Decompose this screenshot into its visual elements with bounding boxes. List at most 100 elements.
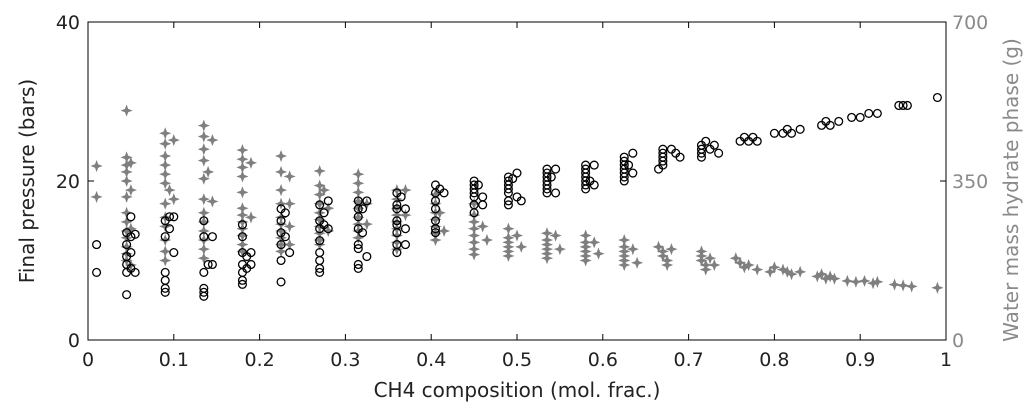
pressure-point xyxy=(130,229,140,239)
pressure-point xyxy=(315,263,325,274)
pressure-point xyxy=(160,232,170,242)
water-mass-point xyxy=(317,184,331,197)
water-mass-point xyxy=(931,281,944,294)
y2-tick-label: 350 xyxy=(952,171,988,193)
water-mass-point xyxy=(274,165,288,178)
final-pressure-series xyxy=(92,92,942,301)
pressure-point xyxy=(160,283,170,293)
pressure-point xyxy=(696,148,707,158)
pressure-point xyxy=(503,184,513,194)
water-mass-point xyxy=(742,258,755,272)
water-mass-point xyxy=(244,156,258,169)
pressure-point xyxy=(392,228,402,238)
water-mass-point xyxy=(120,190,133,203)
plot-area xyxy=(87,21,947,341)
pressure-point xyxy=(932,92,942,103)
water-mass-point xyxy=(159,177,172,190)
water-mass-point xyxy=(236,170,249,183)
water-mass-point xyxy=(244,211,258,224)
pressure-point xyxy=(392,204,402,214)
pressure-point xyxy=(207,232,217,242)
pressure-point xyxy=(855,112,865,122)
pressure-point xyxy=(623,160,634,170)
pressure-point xyxy=(280,232,290,242)
water-mass-point xyxy=(480,234,494,247)
water-mass-point xyxy=(618,258,631,272)
water-mass-point xyxy=(661,258,674,272)
pressure-point xyxy=(847,112,857,122)
water-mass-point xyxy=(274,197,288,210)
water-mass-point xyxy=(159,254,172,267)
x-tick-label: 0.5 xyxy=(502,349,532,371)
pressure-point xyxy=(589,160,599,170)
water-mass-point xyxy=(283,197,296,210)
water-mass-point xyxy=(656,249,669,263)
water-mass-point xyxy=(167,193,180,206)
water-mass-point xyxy=(197,143,210,156)
pressure-point xyxy=(130,267,140,277)
pressure-point xyxy=(542,188,552,198)
pressure-point xyxy=(164,224,175,234)
water-mass-point xyxy=(502,249,515,263)
water-mass-point xyxy=(202,165,215,178)
water-mass-point xyxy=(313,164,326,178)
pressure-point xyxy=(362,251,372,262)
pressure-point xyxy=(542,184,552,194)
pressure-point xyxy=(473,180,483,190)
pressure-point xyxy=(825,120,835,130)
pressure-point xyxy=(199,267,209,277)
x-axis-title: CH4 composition (mol. frac.) xyxy=(374,378,661,402)
pressure-point xyxy=(546,172,556,182)
pressure-point xyxy=(795,124,805,134)
y2-tick-label: 0 xyxy=(952,330,964,352)
pressure-point xyxy=(276,255,286,266)
pressure-point xyxy=(246,248,256,258)
pressure-point xyxy=(126,248,136,258)
pressure-point xyxy=(280,208,290,218)
pressure-point xyxy=(237,220,247,230)
pressure-point xyxy=(353,212,363,222)
pressure-point xyxy=(589,180,599,190)
pressure-point xyxy=(315,200,325,210)
pressure-point xyxy=(276,216,286,226)
pressure-point xyxy=(392,200,402,210)
pressure-point xyxy=(430,228,441,238)
pressure-point xyxy=(787,128,797,138)
pressure-point xyxy=(199,232,209,242)
y-axis-right-title: Water mass hydrate phase (g) xyxy=(999,38,1023,342)
water-mass-point xyxy=(120,104,133,117)
water-mass-point xyxy=(399,184,412,197)
x-tick-label: 0.4 xyxy=(416,349,446,371)
x-tick-label: 0.2 xyxy=(244,349,274,371)
water-mass-point xyxy=(871,275,884,288)
pressure-point xyxy=(169,248,179,258)
pressure-point xyxy=(92,240,102,250)
y-axis-left-ticks: 0 20 40 xyxy=(56,12,94,352)
pressure-point xyxy=(400,224,411,234)
pressure-point xyxy=(503,200,513,210)
water-mass-point xyxy=(90,159,103,173)
y-tick-label: 0 xyxy=(68,330,80,352)
water-mass-point xyxy=(206,134,219,147)
pressure-point xyxy=(160,287,170,297)
pressure-point xyxy=(894,100,904,111)
pressure-point xyxy=(769,128,779,138)
water-mass-point xyxy=(631,256,644,269)
water-mass-point xyxy=(828,272,841,285)
water-mass-point xyxy=(124,156,137,169)
water-mass-point xyxy=(781,265,794,278)
pressure-point xyxy=(199,287,209,297)
water-mass-point xyxy=(206,195,219,208)
pressure-point xyxy=(122,240,132,250)
x-tick-label: 0.6 xyxy=(588,349,618,371)
water-mass-point xyxy=(824,270,837,283)
pressure-point xyxy=(315,267,325,277)
pressure-point xyxy=(551,164,561,174)
pressure-point xyxy=(872,108,882,118)
water-mass-point xyxy=(751,263,764,276)
water-mass-point xyxy=(665,243,678,256)
pressure-point xyxy=(207,259,217,270)
pressure-point xyxy=(237,279,247,289)
pressure-point xyxy=(400,240,411,250)
